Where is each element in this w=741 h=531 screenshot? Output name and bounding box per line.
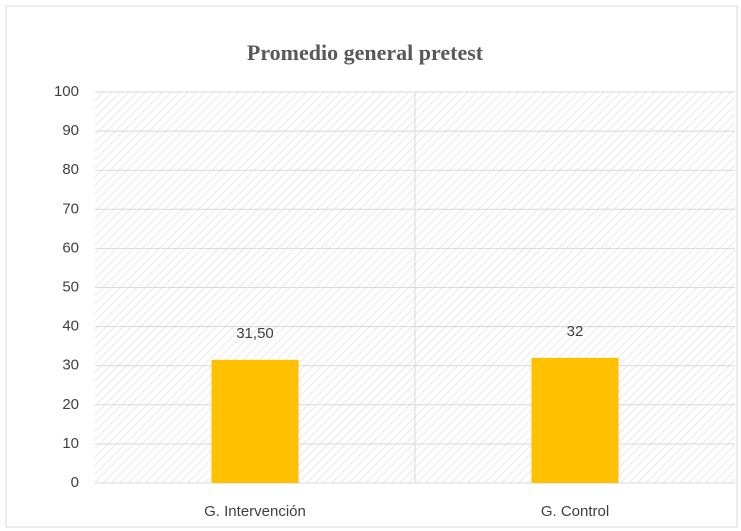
y-tick-label: 80 <box>62 161 79 178</box>
y-tick-label: 30 <box>62 357 79 374</box>
bar <box>531 357 619 483</box>
chart-title: Promedio general pretest <box>247 40 484 65</box>
y-tick-label: 0 <box>71 474 79 491</box>
x-tick-label: G. Control <box>541 503 609 520</box>
y-tick-label: 50 <box>62 278 79 295</box>
y-tick-label: 10 <box>62 435 79 452</box>
y-tick-label: 90 <box>62 122 79 139</box>
y-tick-label: 70 <box>62 200 79 217</box>
data-label: 32 <box>567 323 584 340</box>
y-tick-label: 100 <box>54 83 79 100</box>
x-tick-label: G. Intervención <box>204 503 306 520</box>
y-tick-label: 60 <box>62 239 79 256</box>
y-tick-label: 40 <box>62 318 79 335</box>
bar <box>211 359 299 483</box>
y-tick-label: 20 <box>62 396 79 413</box>
data-label: 31,50 <box>236 325 274 342</box>
